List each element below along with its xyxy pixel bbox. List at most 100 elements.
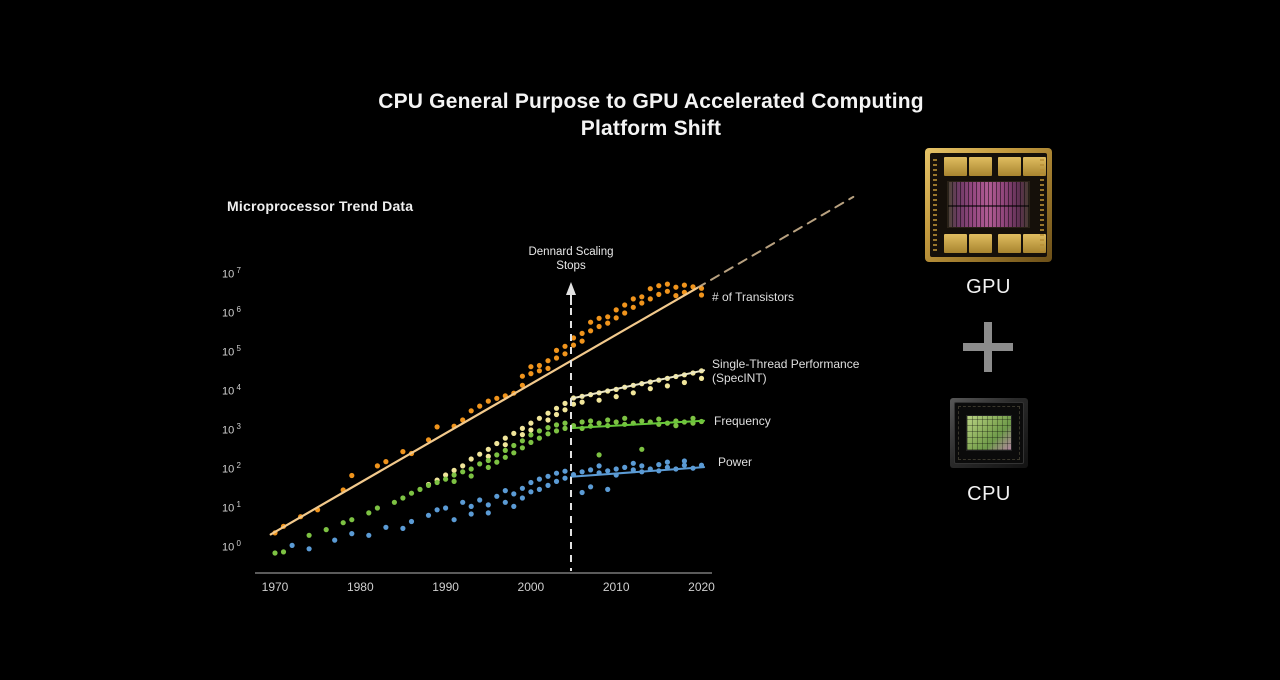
data-point-singlethread [579,399,585,405]
data-point-transistors [613,315,619,321]
data-point-power [485,502,491,508]
data-point-frequency [562,425,568,431]
data-point-transistors [519,382,526,388]
data-point-frequency [272,550,278,556]
data-point-frequency [280,549,287,555]
data-point-frequency [579,419,585,425]
data-point-frequency [502,447,508,453]
data-point-singlethread [485,446,491,452]
data-point-power [332,537,338,543]
data-point-frequency [545,431,551,437]
data-point-frequency [425,482,432,488]
data-point-power [639,463,645,469]
data-point-power [383,524,389,530]
data-point-frequency [502,454,508,460]
data-point-frequency [690,415,696,421]
dennard-annotation-line1: Dennard Scaling [528,246,614,258]
page-title: CPU General Purpose to GPU Accelerated C… [331,88,971,142]
data-point-frequency [545,425,551,431]
data-point-singlethread [477,451,483,457]
data-point-power [681,458,688,464]
data-point-transistors [596,315,602,321]
data-point-singlethread [451,467,457,473]
cpu-chip-image [950,398,1028,468]
data-point-frequency [511,442,517,449]
series-label-frequency: Frequency [714,414,771,428]
data-point-transistors [494,395,500,401]
page-title-line2: Platform Shift [580,117,722,140]
data-point-transistors [588,319,594,325]
data-point-frequency [468,473,474,479]
data-point-transistors [468,408,474,414]
data-point-frequency [374,505,380,511]
data-point-frequency [536,428,543,434]
data-point-frequency [460,469,466,475]
data-point-transistors [690,284,696,290]
data-point-transistors [536,368,543,374]
data-point-transistors [698,292,705,298]
data-point-singlethread [460,463,466,469]
data-point-power [588,484,594,490]
data-point-frequency [494,452,500,458]
data-point-frequency [485,457,491,464]
y-tick-label: 10 0 [222,539,241,554]
data-point-power [588,467,594,473]
data-point-transistors [630,304,636,310]
data-point-power [553,470,560,476]
data-point-frequency [613,419,619,425]
data-point-frequency [562,420,568,426]
data-point-frequency [349,517,355,523]
data-point-frequency [340,520,346,526]
data-point-transistors [570,335,577,341]
data-point-transistors [664,281,671,287]
x-tick-label: 1990 [432,580,459,594]
data-point-power [460,499,466,505]
series-label-singlethread-line1: Single-Thread Performance [712,357,860,371]
data-point-transistors [570,342,577,348]
data-point-singlethread [613,394,619,400]
data-point-transistors [579,338,585,344]
data-point-power [605,486,611,492]
data-point-singlethread [553,405,560,411]
data-point-frequency [391,499,397,505]
data-point-transistors [664,288,671,294]
trend-line-power [570,466,706,478]
data-point-frequency [656,416,662,422]
chart-title: Microprocessor Trend Data [227,198,414,214]
data-point-frequency [511,450,517,456]
data-point-power [511,491,517,497]
data-point-transistors [545,358,551,364]
data-point-transistors [485,398,491,404]
data-point-singlethread [502,435,508,441]
data-point-transistors [374,463,380,469]
data-point-transistors [460,417,466,423]
data-point-frequency [451,472,457,478]
y-tick-label: 10 3 [222,422,241,437]
data-point-transistors [528,364,534,370]
dennard-annotation: Dennard Scaling Stops [506,245,636,273]
data-point-frequency [673,423,679,429]
data-point-transistors [647,296,653,302]
data-point-singlethread [562,407,568,413]
data-point-power [289,542,295,549]
data-point-power [451,517,457,523]
gpu-die [947,181,1030,228]
trend-line-singlethread [570,369,706,400]
data-point-transistors [477,403,483,409]
data-point-singlethread [545,410,551,416]
data-point-singlethread [519,432,526,438]
data-point-power [502,488,508,494]
data-point-power [468,511,474,517]
data-point-singlethread [443,472,449,478]
data-point-transistors [434,424,440,430]
trend-line-frequency [570,419,706,430]
data-point-power [536,486,543,492]
x-tick-label: 2010 [602,580,630,594]
data-point-power [630,460,636,466]
data-point-frequency [553,422,560,428]
data-point-power [536,476,543,482]
data-point-frequency [528,432,534,438]
trend-lines [269,195,855,536]
